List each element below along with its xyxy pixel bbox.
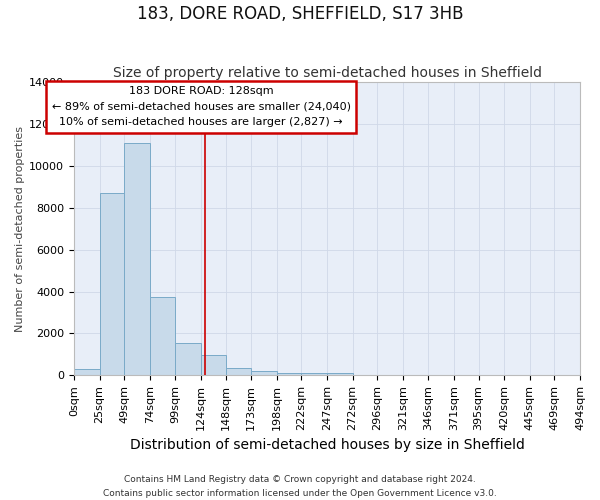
Bar (100, 193, 124, 376)
X-axis label: Distribution of semi-detached houses by size in Sheffield: Distribution of semi-detached houses by … (130, 438, 524, 452)
Text: Contains HM Land Registry data © Crown copyright and database right 2024.
Contai: Contains HM Land Registry data © Crown c… (103, 476, 497, 498)
Text: 183, DORE ROAD, SHEFFIELD, S17 3HB: 183, DORE ROAD, SHEFFIELD, S17 3HB (137, 5, 463, 23)
Bar (175, 343, 201, 376)
Bar (74, 369, 100, 376)
Bar (201, 356, 226, 376)
Bar (124, 143, 150, 376)
Bar (226, 368, 251, 376)
Bar (327, 373, 353, 376)
Bar (301, 373, 327, 376)
Title: Size of property relative to semi-detached houses in Sheffield: Size of property relative to semi-detach… (113, 66, 542, 80)
Y-axis label: Number of semi-detached properties: Number of semi-detached properties (15, 126, 25, 332)
Bar (150, 297, 175, 376)
Bar (277, 372, 301, 376)
Text: 183 DORE ROAD: 128sqm  
← 89% of semi-detached houses are smaller (24,040)
  10%: 183 DORE ROAD: 128sqm ← 89% of semi-deta… (52, 86, 350, 128)
Bar (251, 370, 277, 376)
